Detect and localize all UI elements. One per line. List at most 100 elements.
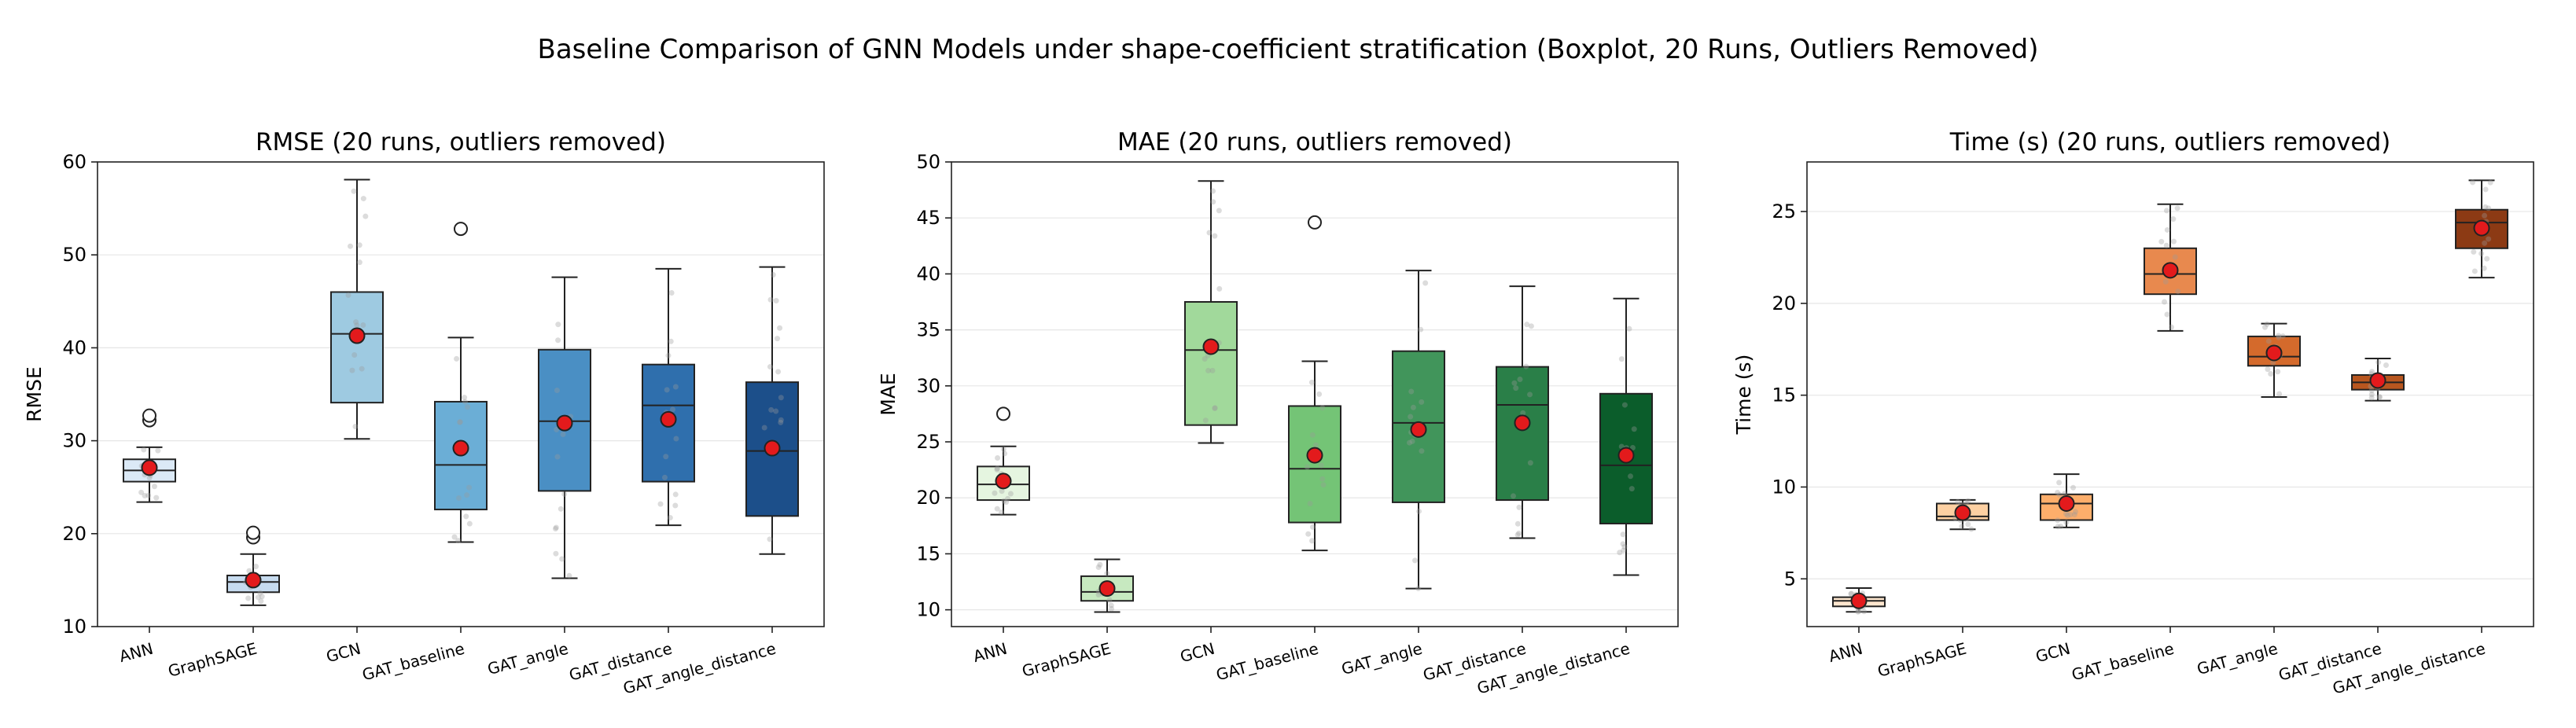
mean-marker <box>2162 262 2179 279</box>
mean-marker <box>764 439 781 457</box>
run-point <box>2482 240 2488 246</box>
run-point <box>2162 278 2169 285</box>
run-point <box>2369 369 2375 375</box>
y-tick-label: 25 <box>916 431 940 453</box>
run-point <box>775 336 781 342</box>
run-point <box>463 513 469 520</box>
run-point <box>145 492 152 498</box>
run-point <box>2062 491 2068 497</box>
box-GAT_baseline <box>434 222 488 544</box>
mean-marker <box>348 327 366 344</box>
run-point <box>1856 608 1862 614</box>
y-axis-label: Time (s) <box>1732 355 1755 436</box>
run-point <box>1320 482 1327 488</box>
run-point <box>559 556 565 562</box>
run-point <box>253 563 259 569</box>
run-point <box>1963 499 1969 506</box>
run-point <box>2265 366 2271 373</box>
run-point <box>246 568 252 574</box>
run-point <box>2471 248 2477 255</box>
run-point <box>466 520 473 527</box>
run-point <box>1003 499 1010 506</box>
panel-title: RMSE (20 runs, outliers removed) <box>256 128 666 156</box>
run-point <box>2071 512 2077 518</box>
y-tick-label: 50 <box>62 244 86 266</box>
x-tick-label: GAT_baseline <box>360 639 466 685</box>
y-axis-label: MAE <box>877 373 900 415</box>
mean-marker <box>2369 372 2386 389</box>
run-point <box>995 454 1001 461</box>
run-point <box>1410 404 1416 410</box>
run-point <box>1520 410 1526 416</box>
run-point <box>999 488 1005 495</box>
run-point <box>668 338 674 344</box>
x-tick-label: GAT_angle <box>485 639 570 678</box>
run-point <box>1965 521 1971 528</box>
run-point <box>994 466 1000 472</box>
run-point <box>2073 509 2079 515</box>
run-point <box>2164 311 2170 318</box>
run-point <box>1855 609 1861 615</box>
run-point <box>1617 550 1623 556</box>
run-point <box>146 475 153 481</box>
run-point <box>1628 473 1634 480</box>
panel-title: Time (s) (20 runs, outliers removed) <box>1949 128 2391 156</box>
run-point <box>153 495 160 501</box>
run-point <box>1527 392 1533 398</box>
x-tick-label: GCN <box>1178 639 1216 667</box>
y-tick-label: 10 <box>62 616 86 638</box>
run-point <box>1516 504 1522 510</box>
box-ANN <box>123 408 176 503</box>
run-point <box>2486 236 2492 242</box>
run-point <box>1216 285 1223 292</box>
run-point <box>1514 531 1521 538</box>
run-point <box>560 431 566 437</box>
run-point <box>778 419 784 425</box>
run-point <box>465 404 471 410</box>
run-point <box>552 526 558 532</box>
mean-marker <box>1098 580 1116 597</box>
run-point <box>2065 513 2071 519</box>
run-point <box>661 474 668 480</box>
run-point <box>347 243 353 249</box>
panel-title: MAE (20 runs, outliers removed) <box>1117 128 1512 156</box>
run-point <box>2484 256 2490 262</box>
run-point <box>1511 493 1517 499</box>
iqr-box <box>1288 405 1341 524</box>
figure-title: Baseline Comparison of GNN Models under … <box>538 34 2039 65</box>
run-point <box>142 493 148 499</box>
run-point <box>359 366 365 372</box>
run-point <box>554 454 561 460</box>
mean-marker <box>452 439 469 457</box>
outlier-point <box>246 525 260 540</box>
run-point <box>554 388 560 394</box>
run-point <box>1527 460 1533 466</box>
run-point <box>1095 564 1102 571</box>
run-point <box>2063 511 2069 517</box>
run-point <box>554 426 560 432</box>
run-point <box>775 369 782 375</box>
run-point <box>1408 414 1414 420</box>
run-point <box>1308 379 1315 385</box>
run-point <box>360 322 366 329</box>
run-point <box>2471 268 2478 274</box>
run-point <box>2058 524 2064 530</box>
box-GAT_distance <box>2351 357 2405 402</box>
run-point <box>1528 323 1534 329</box>
run-point <box>1511 380 1518 386</box>
y-tick-label: 60 <box>62 151 86 173</box>
run-point <box>558 506 564 512</box>
x-tick-label: GAT_baseline <box>1214 639 1320 685</box>
run-point <box>259 594 265 600</box>
y-tick-label: 30 <box>916 375 940 397</box>
run-point <box>257 590 263 596</box>
run-point <box>2164 226 2170 233</box>
run-point <box>2261 324 2268 330</box>
box-GAT_angle_distance <box>2455 179 2508 279</box>
run-point <box>1319 405 1326 411</box>
run-point <box>2168 324 2174 330</box>
run-point <box>1313 442 1319 448</box>
run-point <box>1202 417 1209 424</box>
x-tick-label: GCN <box>324 639 362 667</box>
